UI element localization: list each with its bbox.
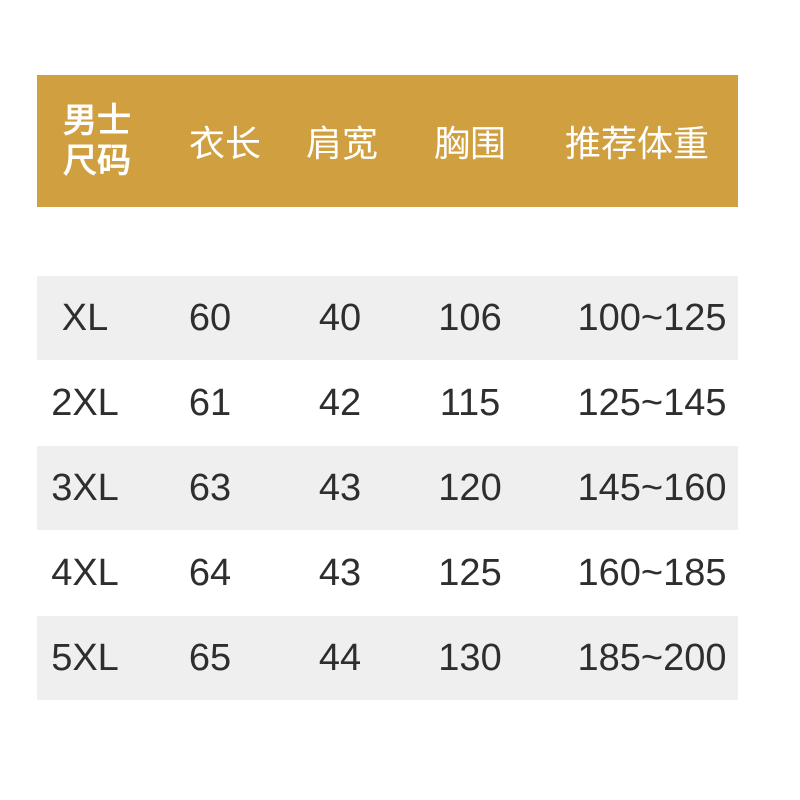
cell-chest: 106 [438, 296, 502, 339]
table-row: 5XL 65 44 130 185~200 [37, 616, 738, 700]
cell-length: 60 [188, 296, 232, 339]
cell-shoulder: 42 [318, 381, 362, 424]
cell-size: 4XL [51, 551, 119, 594]
header-shoulder: 肩宽 [305, 124, 378, 165]
cell-chest: 115 [439, 381, 501, 424]
cell-chest: 120 [438, 466, 502, 509]
cell-size: 5XL [51, 636, 119, 679]
cell-weight: 185~200 [577, 636, 727, 679]
cell-weight: 100~125 [577, 296, 727, 339]
header-chest: 胸围 [433, 124, 506, 165]
header-size-line1: 男士 [63, 101, 131, 141]
cell-chest: 130 [438, 636, 502, 679]
table-row: 4XL 64 43 125 160~185 [37, 531, 738, 615]
cell-length: 65 [188, 636, 232, 679]
cell-weight: 125~145 [577, 381, 727, 424]
header-weight: 推荐体重 [564, 124, 709, 165]
cell-shoulder: 44 [318, 636, 362, 679]
cell-size: 2XL [51, 381, 119, 424]
cell-length: 64 [188, 551, 232, 594]
header-size: 男士 尺码 [57, 75, 137, 207]
cell-shoulder: 40 [318, 296, 362, 339]
cell-weight: 145~160 [577, 466, 727, 509]
cell-length: 61 [188, 381, 232, 424]
table-row: 3XL 63 43 120 145~160 [37, 446, 738, 530]
cell-shoulder: 43 [318, 466, 362, 509]
cell-size: 3XL [51, 466, 119, 509]
cell-length: 63 [188, 466, 232, 509]
header-size-line2: 尺码 [63, 141, 131, 181]
table-row: 2XL 61 42 115 125~145 [37, 361, 738, 445]
cell-shoulder: 43 [318, 551, 362, 594]
table-row: XL 60 40 106 100~125 [37, 276, 738, 360]
header-length: 衣长 [188, 124, 261, 165]
cell-weight: 160~185 [577, 551, 727, 594]
cell-size: XL [61, 296, 109, 339]
cell-chest: 125 [438, 551, 502, 594]
table-header: 男士 尺码 衣长 肩宽 胸围 推荐体重 [37, 75, 738, 207]
